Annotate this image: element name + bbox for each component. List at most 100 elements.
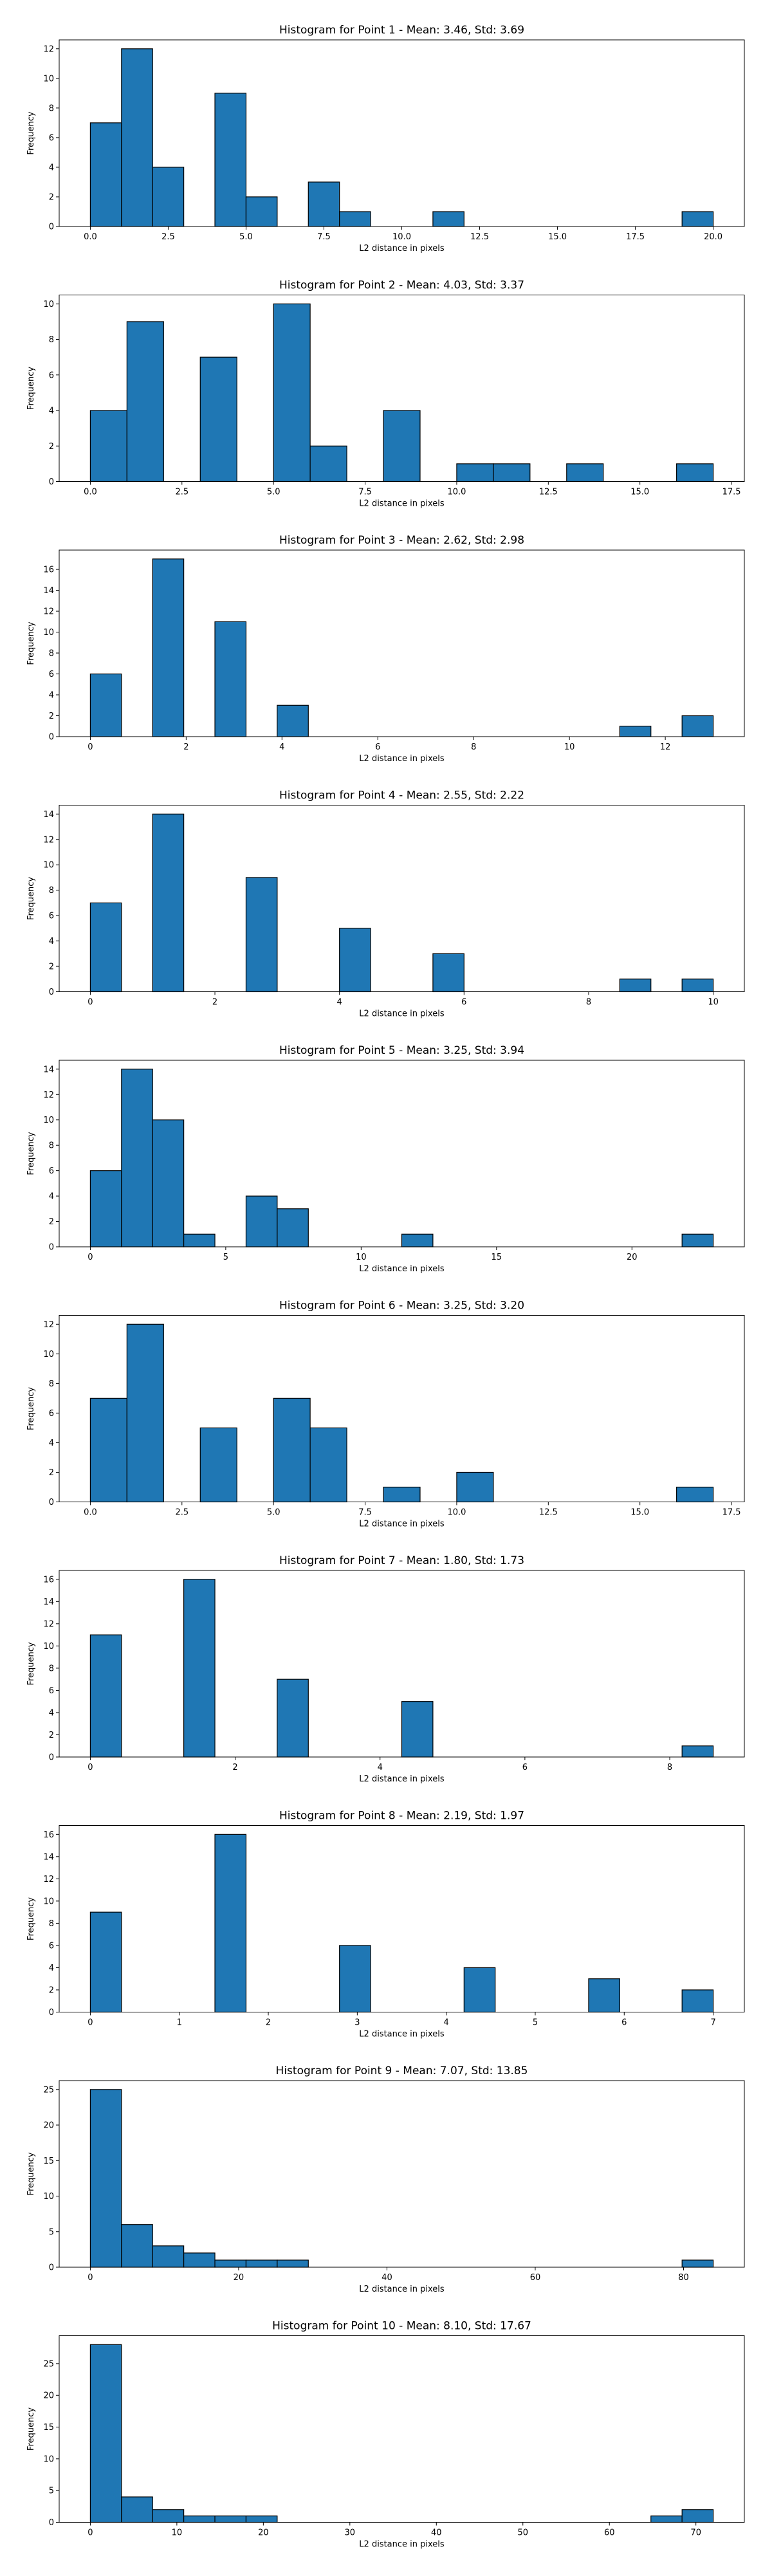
x-tick-label: 40: [381, 2273, 392, 2283]
x-axis-label: L2 distance in pixels: [359, 2030, 445, 2039]
y-axis-label: Frequency: [26, 2407, 36, 2451]
chart-panel-2: Histogram for Point 2 - Mean: 4.03, Std:…: [26, 279, 745, 509]
y-tick-label: 4: [49, 1964, 54, 1973]
y-tick-label: 4: [49, 937, 54, 946]
x-tick-label: 4: [444, 2018, 449, 2028]
y-tick-label: 10: [43, 74, 54, 84]
histogram-bar: [588, 1978, 620, 2013]
x-tick-label: 40: [431, 2528, 442, 2538]
y-tick-label: 4: [49, 691, 54, 701]
y-tick-label: 8: [49, 335, 54, 345]
x-tick-label: 0: [87, 2528, 93, 2538]
axes-frame: [59, 2335, 745, 2523]
histogram-bar: [432, 211, 464, 227]
y-tick-label: 0: [49, 223, 54, 232]
histogram-bar: [183, 2252, 216, 2268]
histogram-bar: [339, 1945, 371, 2013]
histogram-bar: [456, 1471, 494, 1503]
histogram-bar: [309, 1427, 347, 1503]
x-tick-label: 2: [183, 742, 188, 752]
y-tick-label: 0: [49, 477, 54, 487]
y-tick-label: 16: [43, 1830, 54, 1840]
y-tick-label: 10: [43, 2192, 54, 2202]
y-tick-label: 2: [49, 192, 54, 202]
x-tick-label: 20: [258, 2528, 269, 2538]
y-tick-label: 4: [49, 407, 54, 416]
x-tick-label: 12.5: [470, 232, 489, 242]
y-tick-label: 15: [43, 2423, 54, 2433]
x-tick-label: 0: [87, 1763, 93, 1772]
chart-panel-8: Histogram for Point 8 - Mean: 2.19, Std:…: [26, 1810, 745, 2039]
x-tick-label: 50: [517, 2528, 528, 2538]
x-tick-label: 12.5: [539, 1508, 558, 1518]
x-tick-label: 6: [461, 998, 466, 1007]
histogram-bar: [681, 1745, 714, 1758]
histogram-bar: [199, 1427, 237, 1503]
y-tick-label: 2: [49, 712, 54, 721]
histogram-bar: [308, 181, 340, 227]
x-tick-label: 7.5: [317, 232, 331, 242]
histogram-bar: [152, 1119, 185, 1247]
histogram-bar: [566, 463, 604, 483]
x-tick-label: 6: [621, 2018, 627, 2028]
chart-panel-7: Histogram for Point 7 - Mean: 1.80, Std:…: [26, 1554, 745, 1784]
histogram-bar: [152, 558, 185, 737]
histogram-bar: [277, 1208, 309, 1247]
y-tick-label: 14: [43, 810, 54, 820]
x-tick-label: 0: [87, 998, 93, 1007]
x-tick-label: 15.0: [548, 232, 567, 242]
histogram-bar: [277, 2259, 309, 2268]
chart-title: Histogram for Point 7 - Mean: 1.80, Std:…: [279, 1554, 524, 1567]
x-tick-label: 2.5: [175, 1508, 188, 1518]
y-tick-label: 10: [43, 1642, 54, 1651]
y-tick-label: 10: [43, 628, 54, 638]
y-tick-label: 16: [43, 566, 54, 575]
x-tick-label: 10: [708, 998, 719, 1007]
y-tick-label: 25: [43, 2085, 54, 2095]
histogram-bar: [126, 1323, 164, 1503]
x-tick-label: 17.5: [626, 232, 645, 242]
histogram-bar: [89, 902, 122, 993]
x-tick-label: 2.5: [161, 232, 175, 242]
y-axis-label: Frequency: [26, 1387, 36, 1430]
x-tick-label: 8: [667, 1763, 672, 1772]
histogram-bar: [339, 211, 371, 227]
chart-title: Histogram for Point 3 - Mean: 2.62, Std:…: [279, 534, 524, 547]
y-tick-label: 12: [43, 44, 54, 54]
histogram-bar: [681, 979, 714, 993]
x-tick-label: 7.5: [358, 488, 372, 497]
y-tick-label: 0: [49, 988, 54, 997]
x-tick-label: 60: [604, 2528, 615, 2538]
histogram-bar: [89, 410, 127, 483]
chart-title: Histogram for Point 10 - Mean: 8.10, Std…: [272, 2320, 531, 2333]
x-tick-label: 12: [660, 742, 671, 752]
axes-frame: [59, 2080, 745, 2268]
y-tick-label: 10: [43, 861, 54, 870]
histogram-bar: [152, 167, 185, 227]
x-axis-label: L2 distance in pixels: [359, 499, 445, 509]
histogram-bar: [245, 2516, 278, 2523]
x-tick-label: 0.0: [84, 488, 97, 497]
histogram-bar: [339, 928, 371, 993]
histogram-bar: [214, 621, 247, 737]
histogram-bar: [456, 463, 494, 483]
histogram-bar: [676, 1486, 714, 1503]
x-axis-label: L2 distance in pixels: [359, 1520, 445, 1529]
x-tick-label: 7: [710, 2018, 715, 2028]
y-tick-label: 6: [49, 670, 54, 679]
x-tick-label: 12.5: [539, 488, 558, 497]
y-tick-label: 5: [49, 2227, 54, 2237]
histogram-bar: [681, 1989, 714, 2013]
x-tick-label: 5: [223, 1253, 228, 1262]
histogram-bar: [463, 1967, 496, 2013]
y-tick-label: 10: [43, 1350, 54, 1359]
x-tick-label: 1: [177, 2018, 182, 2028]
x-tick-label: 8: [471, 742, 476, 752]
histogram-bar: [89, 2344, 122, 2523]
y-tick-label: 2: [49, 1985, 54, 1995]
y-tick-label: 25: [43, 2359, 54, 2369]
histogram-bar: [245, 877, 278, 993]
chart-panel-1: Histogram for Point 1 - Mean: 3.46, Std:…: [26, 24, 745, 253]
histogram-bar: [245, 2259, 278, 2268]
